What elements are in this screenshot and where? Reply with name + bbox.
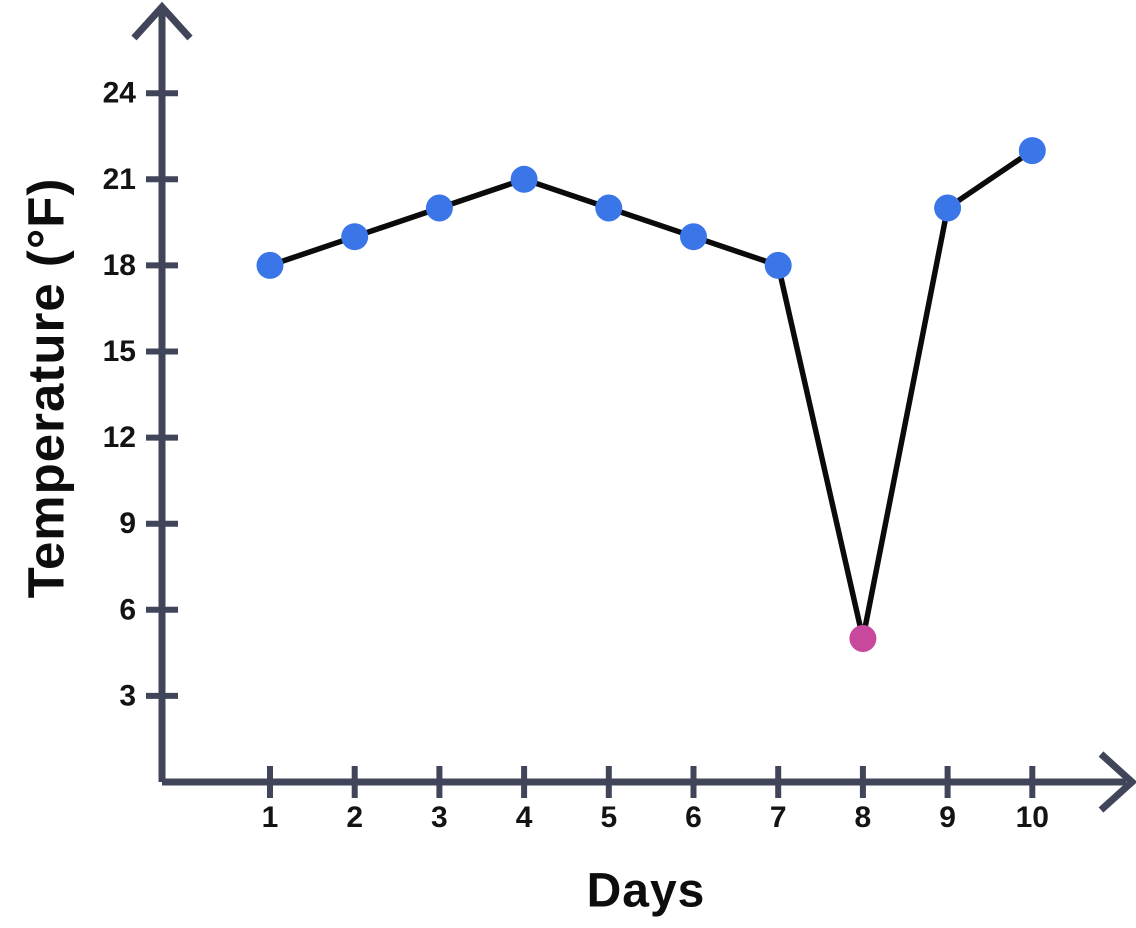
temperature-series	[256, 137, 1046, 652]
y-tick-label: 24	[103, 77, 137, 110]
x-axis-title: Days	[586, 864, 706, 918]
y-tick-label: 18	[103, 249, 136, 282]
y-axis-ticks: 3 6 9 12 15 18 21 24	[103, 77, 178, 712]
x-tick-label: 9	[939, 801, 956, 834]
data-point-day-6	[680, 223, 707, 251]
axes	[131, 1, 1136, 813]
x-tick-label: 6	[685, 801, 702, 834]
x-tick-label: 8	[855, 801, 872, 834]
x-axis-ticks: 1 2 3 4 5 6 7 8 9 10	[262, 766, 1049, 834]
x-axis-arrow-icon	[1098, 751, 1136, 813]
y-axis-arrow-icon	[131, 1, 193, 41]
data-point-day-1	[256, 251, 284, 279]
x-tick-label: 7	[770, 801, 787, 834]
y-tick-label: 3	[119, 679, 136, 712]
x-tick-label: 2	[346, 801, 363, 834]
x-tick-label: 10	[1016, 801, 1049, 834]
x-tick-label: 3	[431, 801, 448, 834]
y-tick-label: 21	[103, 163, 136, 196]
data-point-day-2	[341, 223, 369, 251]
x-tick-label: 1	[262, 801, 279, 834]
data-point-day-4	[510, 165, 538, 193]
x-tick-label: 4	[516, 801, 533, 834]
y-tick-label: 6	[119, 593, 136, 626]
data-point-day-10	[1018, 137, 1046, 165]
data-point-day-5	[595, 194, 623, 222]
y-tick-label: 12	[103, 421, 136, 454]
data-point-day-7	[764, 251, 792, 279]
y-tick-label: 15	[103, 335, 136, 368]
y-tick-label: 9	[119, 507, 136, 540]
x-tick-label: 5	[600, 801, 617, 834]
data-point-highlight-day-8	[849, 625, 877, 652]
data-point-day-9	[934, 194, 962, 222]
data-point-day-3	[425, 194, 453, 222]
y-axis-title: Temperature (°F)	[17, 177, 75, 599]
temperature-line	[269, 148, 1034, 642]
